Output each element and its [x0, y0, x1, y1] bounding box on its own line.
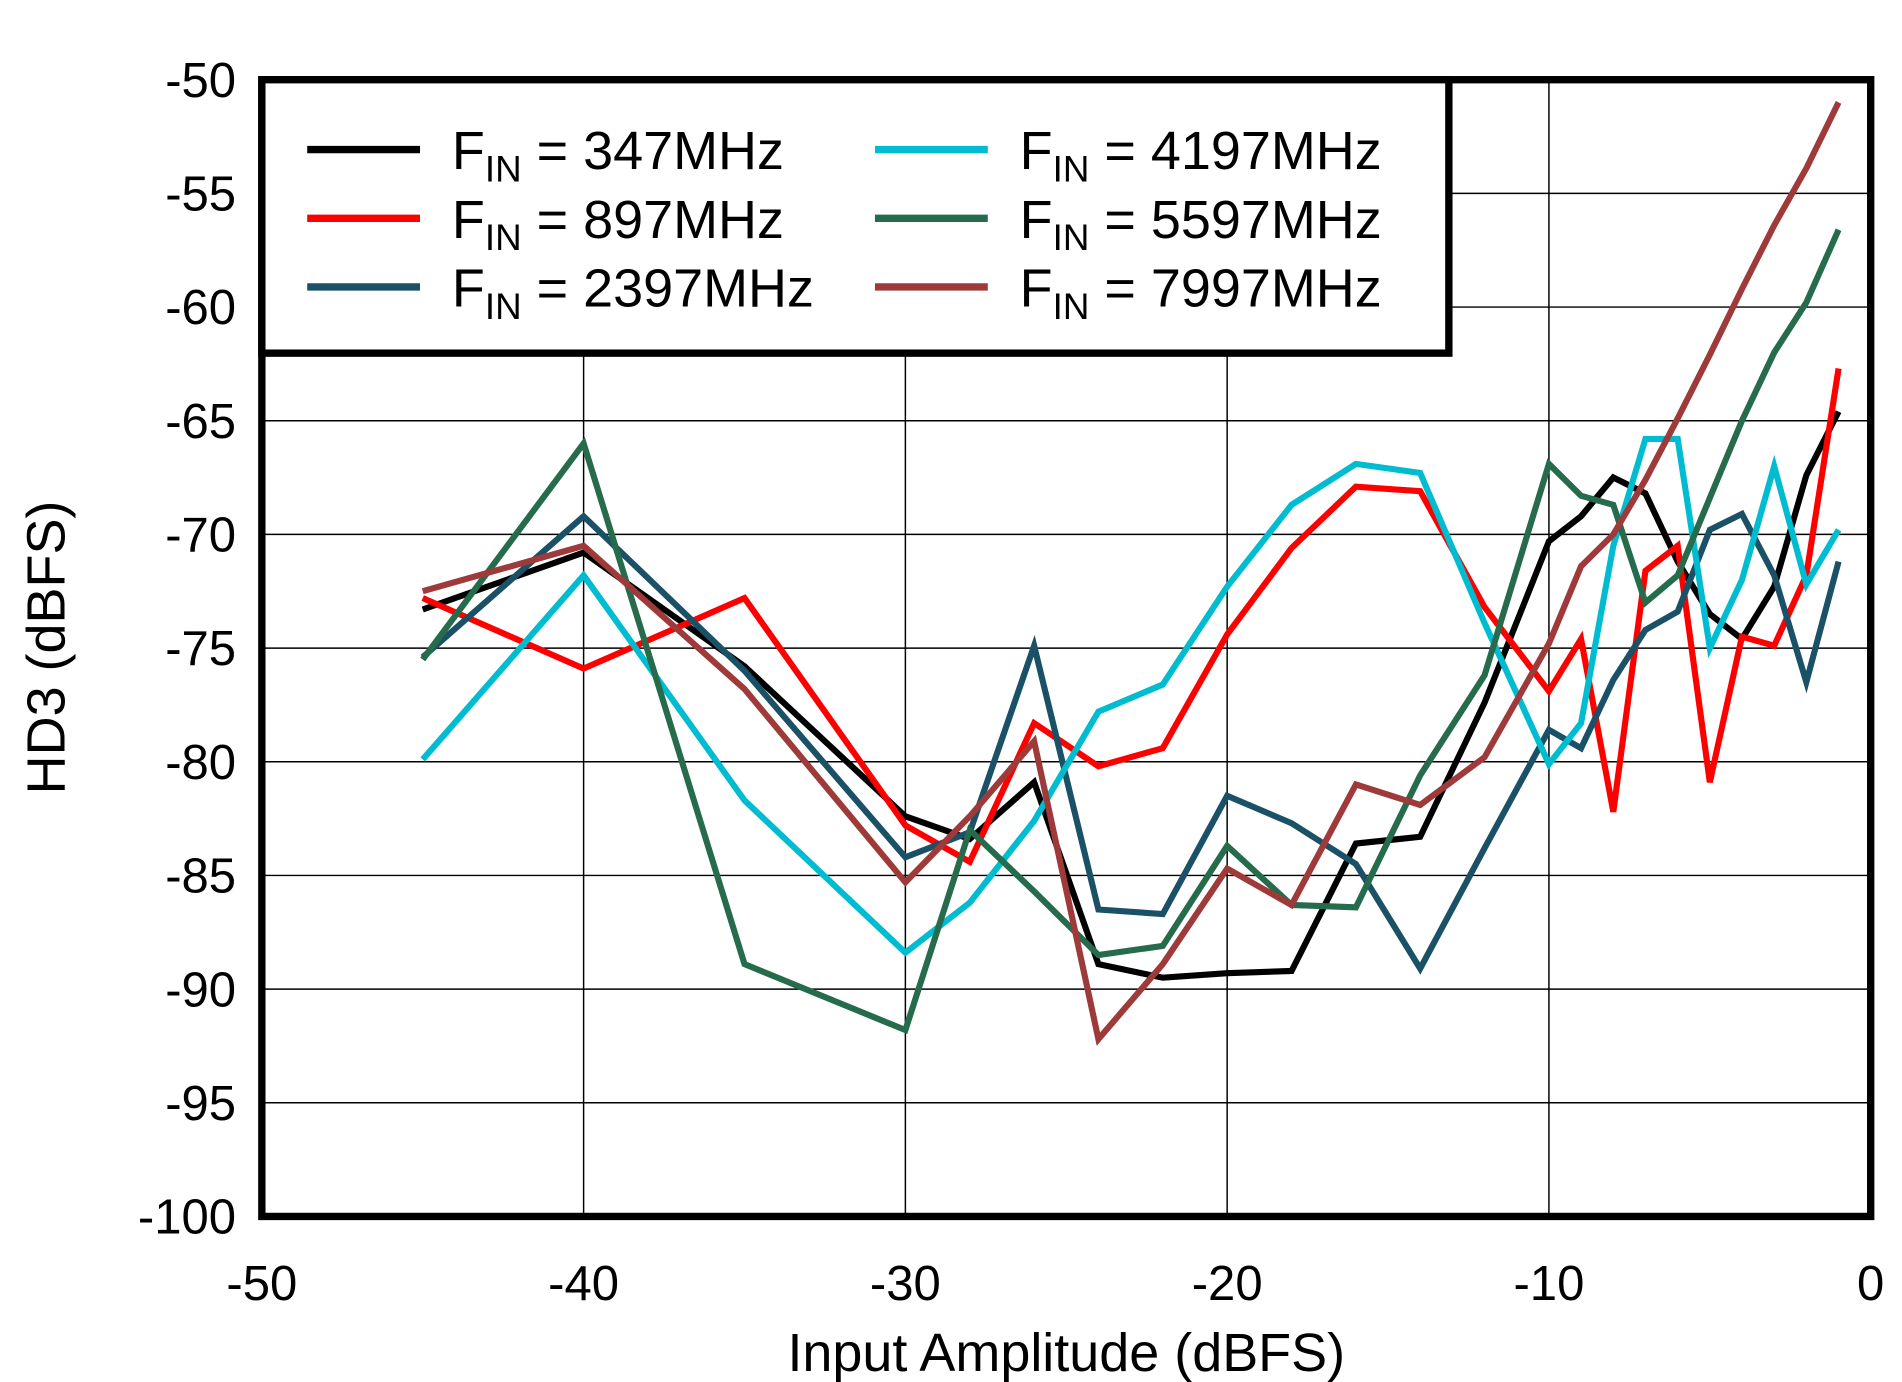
x-tick-label: -50	[226, 1257, 297, 1311]
y-tick-labels: -50 -55 -60 -65 -70 -75 -80 -85 -90 -95 -100	[138, 54, 236, 1245]
y-tick-label: -75	[165, 622, 236, 676]
y-tick-label: -80	[165, 736, 236, 790]
legend-entry: FIN = 5597MHz	[1020, 190, 1382, 258]
x-tick-label: -30	[870, 1257, 941, 1311]
y-axis-label: HD3 (dBFS)	[16, 501, 76, 795]
x-tick-label: 0	[1857, 1257, 1884, 1311]
legend-entry: FIN = 897MHz	[452, 190, 784, 258]
x-tick-label: -40	[548, 1257, 619, 1311]
y-tick-label: -100	[138, 1191, 236, 1245]
y-tick-label: -60	[165, 281, 236, 335]
y-tick-label: -55	[165, 168, 236, 222]
y-tick-label: -70	[165, 509, 236, 563]
x-tick-label: -10	[1513, 1257, 1584, 1311]
x-tick-labels: -50 -40 -30 -20 -10 0	[226, 1257, 1884, 1311]
series-line-2	[420, 509, 1842, 975]
series-lines	[420, 101, 1842, 1046]
y-tick-label: -85	[165, 850, 236, 904]
legend-box	[258, 76, 1453, 357]
y-tick-label: -65	[165, 395, 236, 449]
x-axis-label: Input Amplitude (dBFS)	[787, 1323, 1345, 1382]
legend-entry: FIN = 7997MHz	[1020, 259, 1382, 327]
legend-entry: FIN = 4197MHz	[1020, 121, 1382, 189]
x-tick-label: -20	[1192, 1257, 1263, 1311]
y-tick-label: -50	[165, 54, 236, 108]
y-tick-label: -90	[165, 963, 236, 1017]
legend-entry: FIN = 2397MHz	[452, 259, 814, 327]
y-tick-label: -95	[165, 1077, 236, 1131]
legend-entry: FIN = 347MHz	[452, 121, 784, 189]
